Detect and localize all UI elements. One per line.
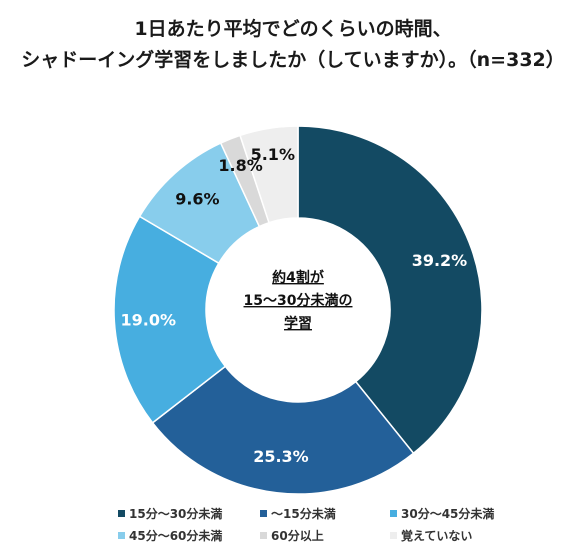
- legend-item-6: 覚えていない: [390, 527, 472, 544]
- slice-label-5: 1.8%: [218, 156, 262, 175]
- legend-label-3: 30分〜45分未満: [401, 507, 495, 521]
- chart-title-line2: シャドーイング学習をしましたか（していますか）。（n=332）: [21, 49, 565, 71]
- legend-item-1: 15分〜30分未満: [118, 505, 222, 522]
- chart-title: 1日あたり平均でどのくらいの時間、 シャドーイング学習をしましたか（していますか…: [0, 14, 586, 76]
- chart-title-line1: 1日あたり平均でどのくらいの時間、: [134, 18, 452, 40]
- legend-item-2: 〜15分未満: [260, 505, 336, 522]
- slice-label-2: 25.3%: [253, 447, 309, 466]
- donut-slice-1: [297, 125, 483, 455]
- donut-slice-2: [151, 365, 415, 495]
- legend-swatch-3: [390, 510, 397, 517]
- legend-label-2: 〜15分未満: [271, 507, 336, 521]
- legend-label-4: 45分〜60分未満: [129, 529, 223, 543]
- donut-chart: 39.2% 25.3% 19.0% 9.6% 1.8%5.1% 約4割が 15〜30分未…: [113, 125, 483, 495]
- legend-label-5: 60分以上: [271, 529, 324, 543]
- legend-swatch-5: [260, 532, 267, 539]
- center-label-line3: 学習: [284, 315, 312, 332]
- donut-slice-6: [239, 125, 299, 224]
- legend-swatch-1: [118, 510, 125, 517]
- slice-label-3: 19.0%: [121, 310, 177, 329]
- donut-slice-3: [113, 215, 227, 424]
- legend-item-3: 30分〜45分未満: [390, 505, 494, 522]
- legend-item-5: 60分以上: [260, 527, 324, 544]
- center-label-line1: 約4割が: [272, 269, 325, 286]
- slice-label-6: 5.1%: [251, 145, 295, 164]
- slice-label-4: 9.6%: [175, 190, 219, 209]
- legend-item-4: 45分〜60分未満: [118, 527, 222, 544]
- legend-swatch-4: [118, 532, 125, 539]
- legend-swatch-6: [390, 532, 397, 539]
- legend-label-1: 15分〜30分未満: [129, 507, 223, 521]
- slice-label-1: 39.2%: [412, 251, 468, 270]
- center-label-line2: 15〜30分未満の: [244, 292, 353, 309]
- legend-swatch-2: [260, 510, 267, 517]
- legend-label-6: 覚えていない: [401, 529, 473, 543]
